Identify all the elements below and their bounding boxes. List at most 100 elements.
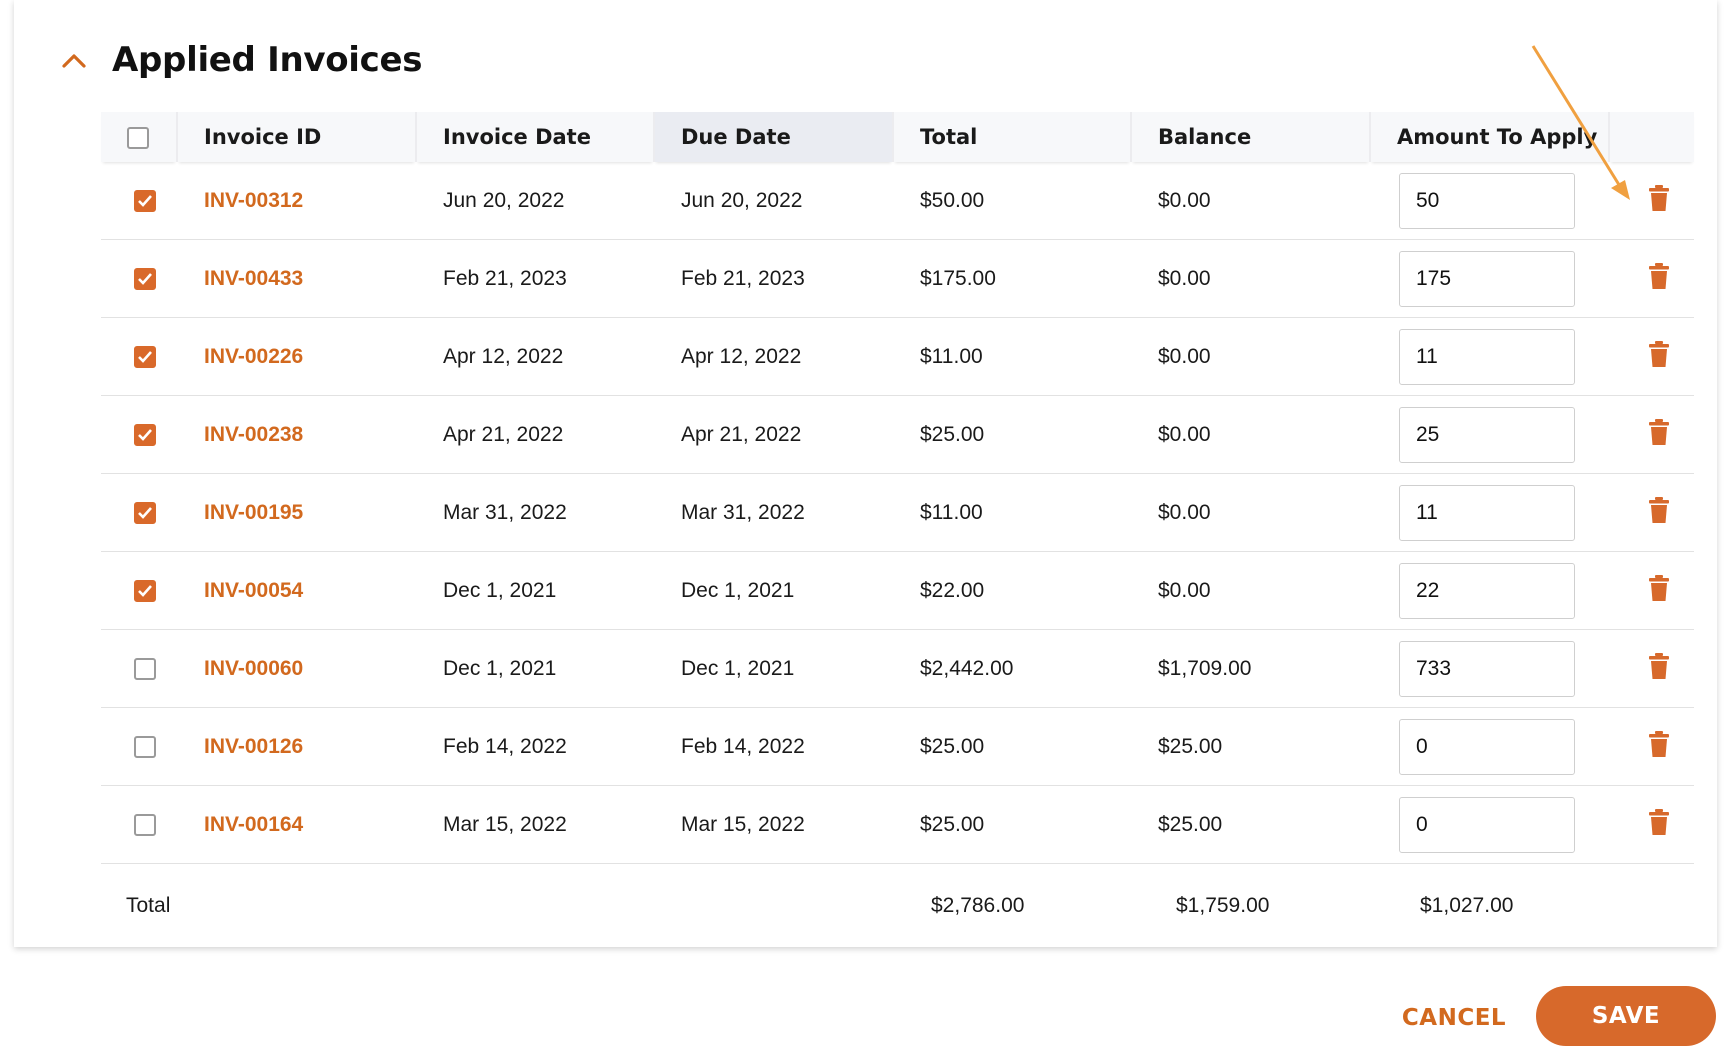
amount-to-apply-input[interactable] — [1399, 406, 1575, 463]
column-header-invoice-id[interactable]: Invoice ID — [177, 112, 417, 162]
total-cell: $11.00 — [893, 473, 1131, 552]
delete-row-button[interactable] — [1649, 574, 1669, 607]
total-cell: $25.00 — [893, 707, 1131, 786]
amount-to-apply-input[interactable] — [1399, 796, 1575, 853]
row-checkbox[interactable] — [134, 579, 156, 602]
due-date-cell: Apr 12, 2022 — [654, 317, 893, 396]
row-checkbox[interactable] — [134, 501, 156, 524]
row-checkbox[interactable] — [134, 657, 156, 680]
invoice-id-link[interactable]: INV-00238 — [204, 422, 304, 446]
amount-to-apply-input[interactable] — [1399, 718, 1575, 775]
column-header-total[interactable]: Total — [893, 112, 1132, 162]
table-row: INV-00226 Apr 12, 2022 Apr 12, 2022 $11.… — [101, 317, 1694, 396]
totals-label: Total — [126, 894, 171, 917]
due-date-cell: Apr 21, 2022 — [654, 395, 893, 474]
balance-cell: $1,709.00 — [1131, 629, 1370, 708]
trash-icon — [1649, 574, 1669, 601]
row-actions-cell — [1609, 707, 1694, 786]
row-select-cell — [101, 707, 177, 786]
amount-to-apply-input[interactable] — [1399, 172, 1575, 229]
invoice-id-link[interactable]: INV-00433 — [204, 266, 304, 290]
column-header-due-date[interactable]: Due Date — [654, 112, 894, 162]
column-header-amount-to-apply[interactable]: Amount To Apply — [1370, 112, 1610, 162]
invoice-id-link[interactable]: INV-00226 — [204, 344, 304, 368]
table-row: INV-00238 Apr 21, 2022 Apr 21, 2022 $25.… — [101, 395, 1694, 474]
trash-icon — [1649, 262, 1669, 289]
balance-cell: $0.00 — [1131, 317, 1370, 396]
amount-to-apply-input[interactable] — [1399, 250, 1575, 307]
amount-to-apply-cell — [1370, 239, 1609, 318]
delete-row-button[interactable] — [1649, 730, 1669, 763]
column-header-actions — [1609, 112, 1694, 162]
table-header-row: Invoice ID Invoice Date Due Date Total B… — [101, 112, 1694, 162]
row-checkbox[interactable] — [134, 813, 156, 836]
due-date-cell: Jun 20, 2022 — [654, 162, 893, 240]
invoice-id-cell: INV-00054 — [177, 551, 416, 630]
delete-row-button[interactable] — [1649, 652, 1669, 685]
section-header: Applied Invoices — [54, 36, 423, 84]
row-select-cell — [101, 395, 177, 474]
save-button[interactable]: SAVE — [1536, 986, 1716, 1046]
delete-row-button[interactable] — [1649, 262, 1669, 295]
row-select-cell — [101, 785, 177, 864]
delete-row-button[interactable] — [1649, 496, 1669, 529]
invoice-date-cell: Dec 1, 2021 — [416, 629, 654, 708]
table-row: INV-00164 Mar 15, 2022 Mar 15, 2022 $25.… — [101, 785, 1694, 864]
select-all-cell — [101, 112, 178, 162]
table-row: INV-00195 Mar 31, 2022 Mar 31, 2022 $11.… — [101, 473, 1694, 552]
row-actions-cell — [1609, 162, 1694, 240]
row-checkbox[interactable] — [134, 345, 156, 368]
delete-row-button[interactable] — [1649, 808, 1669, 841]
row-actions-cell — [1609, 551, 1694, 630]
invoice-id-link[interactable]: INV-00195 — [204, 500, 304, 524]
invoice-date-cell: Mar 15, 2022 — [416, 785, 654, 864]
table-row: INV-00126 Feb 14, 2022 Feb 14, 2022 $25.… — [101, 707, 1694, 786]
total-cell: $22.00 — [893, 551, 1131, 630]
totals-total: $2,786.00 — [931, 894, 1025, 917]
amount-to-apply-input[interactable] — [1399, 640, 1575, 697]
row-select-cell — [101, 629, 177, 708]
invoice-date-cell: Jun 20, 2022 — [416, 162, 654, 240]
invoice-id-link[interactable]: INV-00060 — [204, 656, 304, 680]
row-checkbox[interactable] — [134, 189, 156, 212]
total-cell: $50.00 — [893, 162, 1131, 240]
trash-icon — [1649, 808, 1669, 835]
totals-amount-to-apply: $1,027.00 — [1420, 894, 1514, 917]
invoice-id-link[interactable]: INV-00054 — [204, 578, 304, 602]
delete-row-button[interactable] — [1649, 340, 1669, 373]
amount-to-apply-cell — [1370, 317, 1609, 396]
amount-to-apply-input[interactable] — [1399, 484, 1575, 541]
row-select-cell — [101, 473, 177, 552]
row-checkbox[interactable] — [134, 423, 156, 446]
invoice-id-link[interactable]: INV-00126 — [204, 734, 304, 758]
row-actions-cell — [1609, 395, 1694, 474]
invoice-date-cell: Apr 12, 2022 — [416, 317, 654, 396]
invoice-date-cell: Feb 14, 2022 — [416, 707, 654, 786]
amount-to-apply-input[interactable] — [1399, 328, 1575, 385]
invoice-id-cell: INV-00164 — [177, 785, 416, 864]
select-all-checkbox[interactable] — [127, 127, 149, 149]
row-actions-cell — [1609, 239, 1694, 318]
column-header-balance[interactable]: Balance — [1131, 112, 1371, 162]
delete-row-button[interactable] — [1649, 184, 1669, 217]
amount-to-apply-cell — [1370, 162, 1609, 240]
invoice-id-cell: INV-00433 — [177, 239, 416, 318]
total-cell: $11.00 — [893, 317, 1131, 396]
row-select-cell — [101, 162, 177, 240]
row-actions-cell — [1609, 473, 1694, 552]
cancel-button[interactable]: CANCEL — [1384, 990, 1524, 1046]
invoice-id-cell: INV-00126 — [177, 707, 416, 786]
balance-cell: $0.00 — [1131, 395, 1370, 474]
invoice-id-cell: INV-00060 — [177, 629, 416, 708]
row-checkbox[interactable] — [134, 735, 156, 758]
column-header-invoice-date[interactable]: Invoice Date — [416, 112, 655, 162]
balance-cell: $0.00 — [1131, 551, 1370, 630]
delete-row-button[interactable] — [1649, 418, 1669, 451]
row-checkbox[interactable] — [134, 267, 156, 290]
invoice-id-cell: INV-00195 — [177, 473, 416, 552]
total-cell: $25.00 — [893, 395, 1131, 474]
amount-to-apply-input[interactable] — [1399, 562, 1575, 619]
invoice-id-link[interactable]: INV-00164 — [204, 812, 304, 836]
invoice-id-link[interactable]: INV-00312 — [204, 188, 304, 212]
collapse-button[interactable] — [54, 40, 94, 80]
